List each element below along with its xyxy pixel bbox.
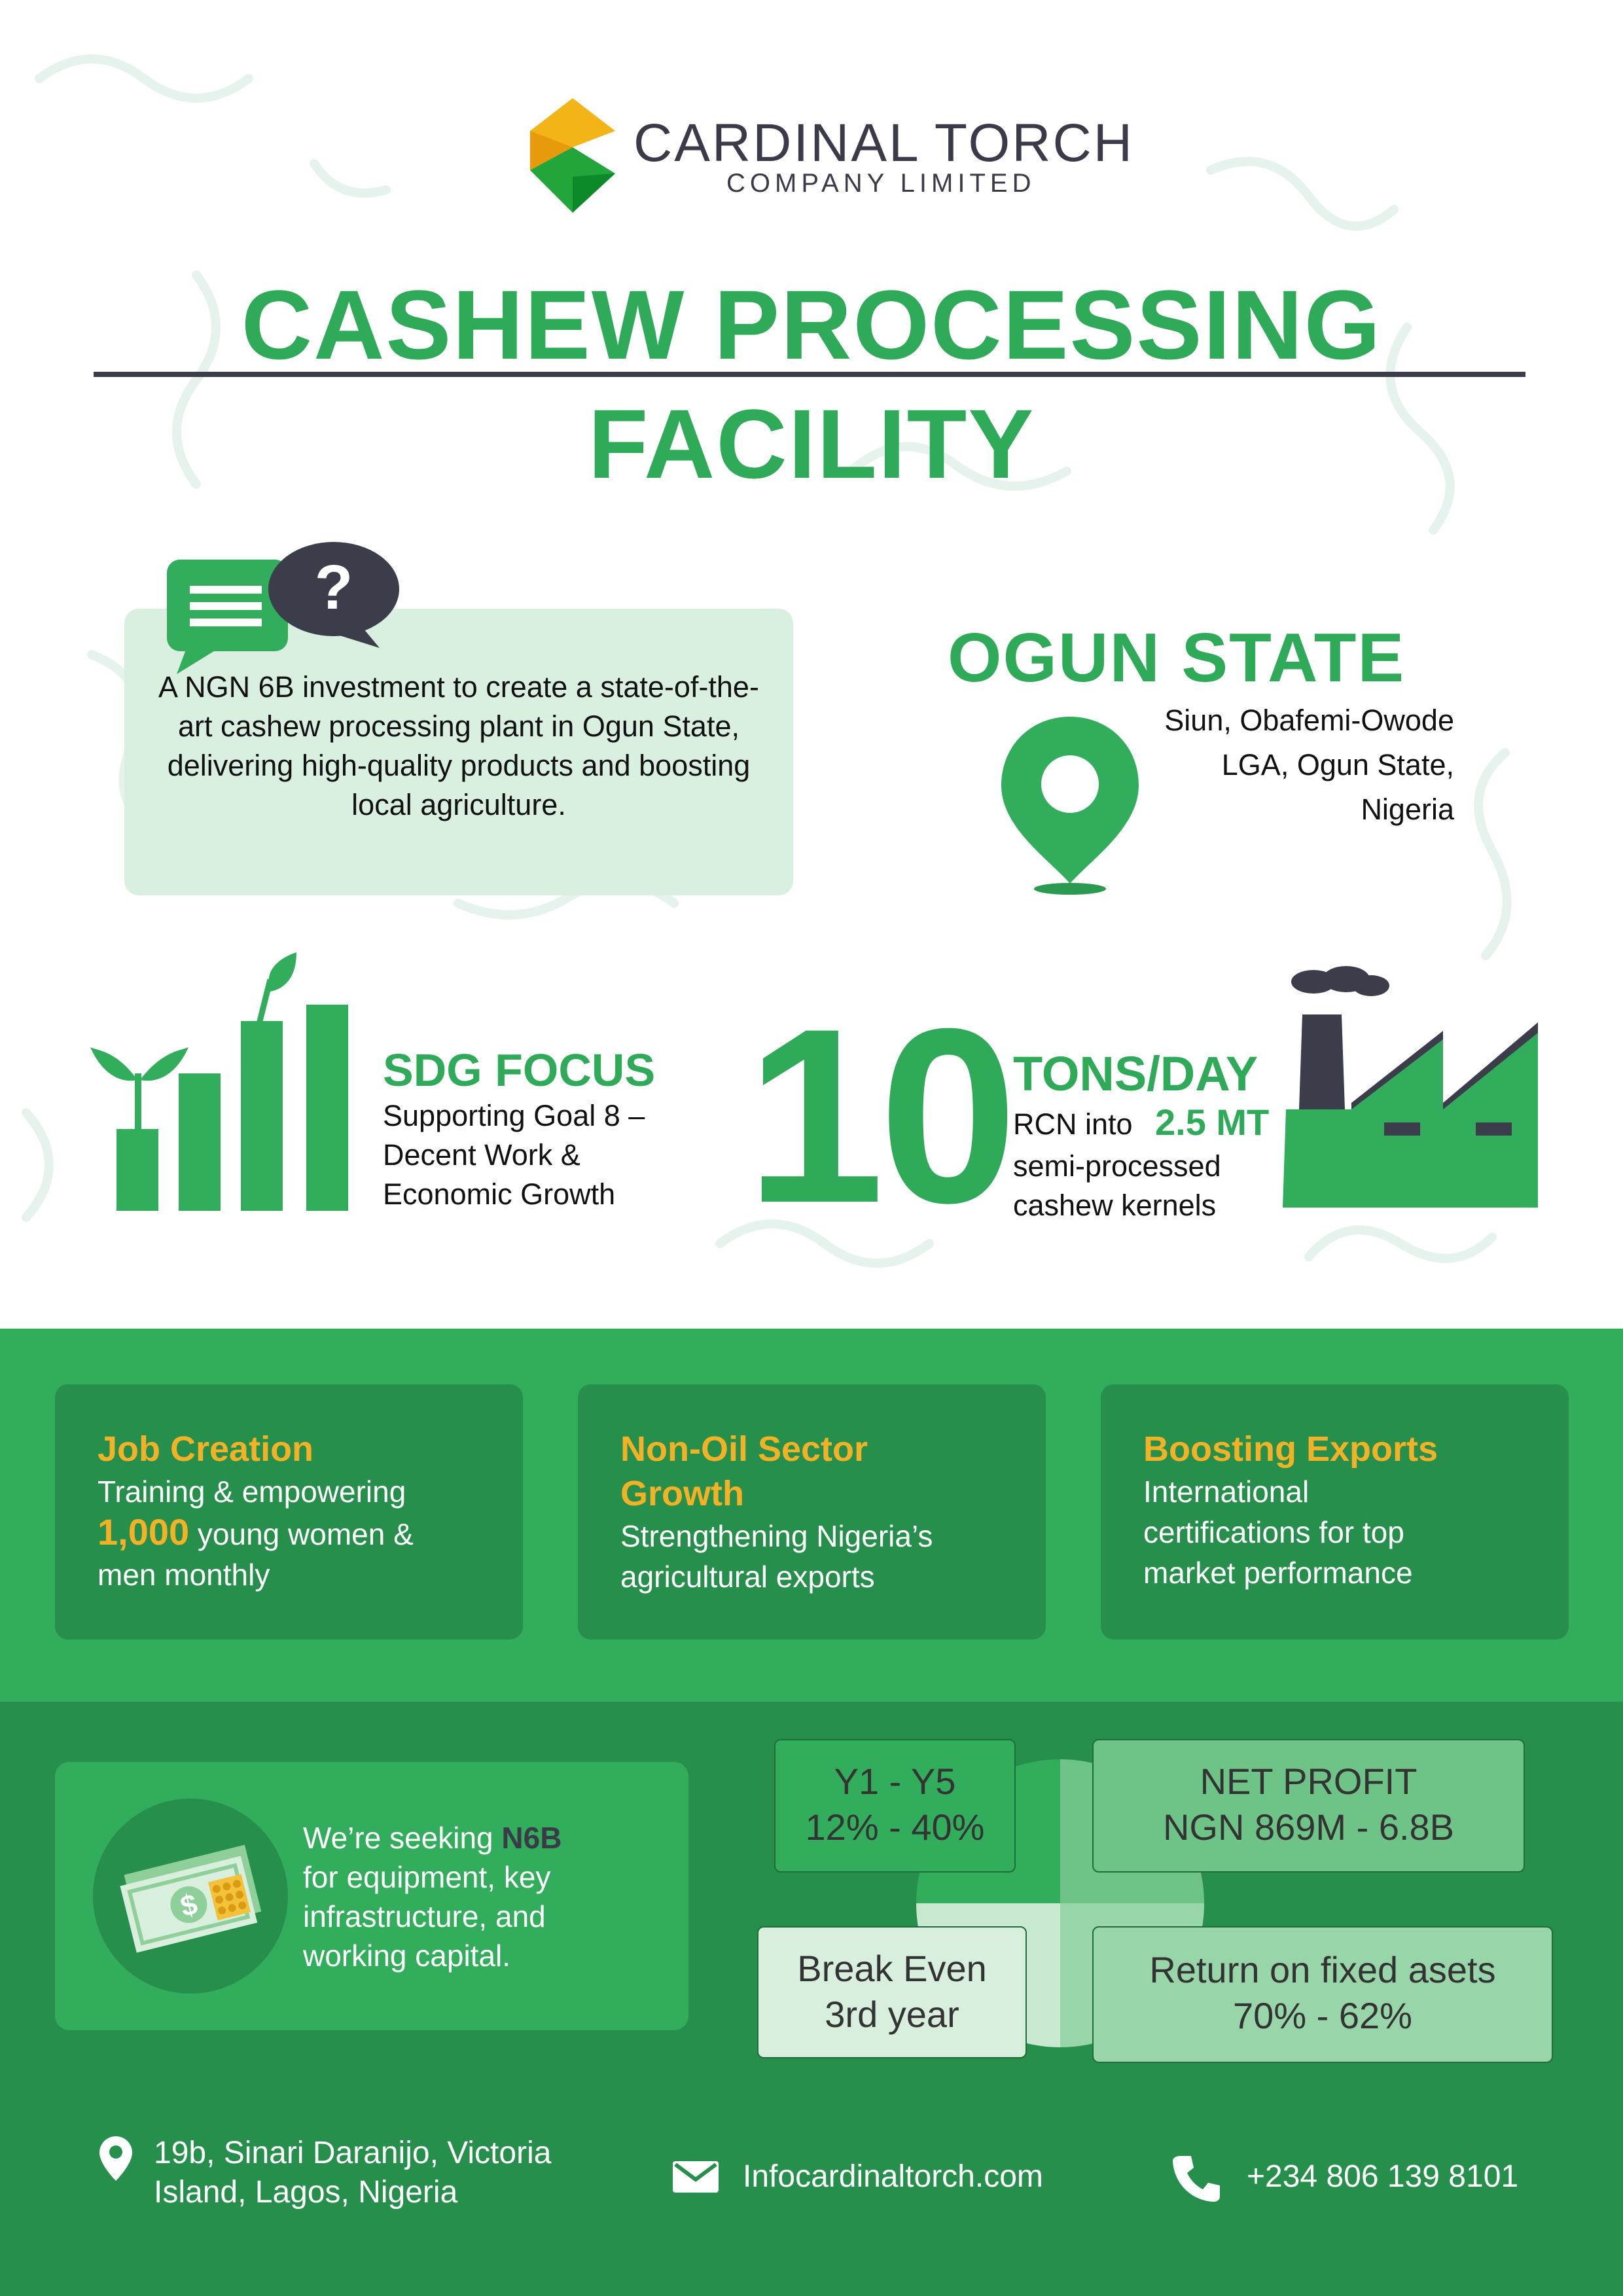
- money-icon: $: [120, 1844, 262, 1953]
- card-title: Boosting Exports: [1143, 1429, 1438, 1469]
- funding-text: We’re seeking N6B for equipment, key inf…: [303, 1821, 562, 1973]
- page-title-line-2: FACILITY: [588, 389, 1035, 499]
- brand-name: CARDINAL TORCH: [633, 113, 1134, 173]
- sdg-description: Supporting Goal 8 – Decent Work & Econom…: [383, 1099, 645, 1211]
- location-title: OGUN STATE: [948, 619, 1406, 696]
- funding-amount: N6B: [501, 1821, 562, 1855]
- plant-growth-chart-icon: [90, 952, 348, 1211]
- page-title-line-1: CASHEW PROCESSING: [241, 270, 1382, 380]
- card-title: Non-Oil Sector: [620, 1429, 868, 1469]
- stat-break-even: Break Even 3rd year: [757, 1926, 1027, 2058]
- stat-roi-range: Y1 - Y5 12% - 40%: [774, 1739, 1016, 1873]
- map-pin-icon: [99, 2136, 132, 2181]
- footer-phone[interactable]: +234 806 139 8101: [1247, 2159, 1519, 2194]
- sdg-title: SDG FOCUS: [383, 1045, 656, 1096]
- card-title: Job Creation: [98, 1429, 314, 1469]
- brand-subtitle: COMPANY LIMITED: [726, 169, 1036, 198]
- factory-icon: [1283, 966, 1538, 1208]
- footer-email[interactable]: Infocardinaltorch.com: [743, 2159, 1043, 2194]
- mail-icon: [673, 2161, 719, 2193]
- svg-text:?: ?: [315, 552, 353, 622]
- chat-question-icon: ?: [167, 542, 399, 674]
- intro-box: [124, 609, 793, 895]
- footer-address: 19b, Sinari Daranijo, Victoria Island, L…: [154, 2136, 552, 2210]
- card-non-oil-growth: Non-Oil Sector Growth Strengthening Nige…: [578, 1384, 1046, 1640]
- capacity-description: semi-processed cashew kernels: [1013, 1149, 1221, 1222]
- job-count-highlight: 1,000: [98, 1511, 190, 1552]
- location-address: Siun, Obafemi-Owode LGA, Ogun State, Nig…: [1164, 704, 1454, 826]
- card-job-creation: Job Creation Training & empowering 1,000…: [55, 1384, 523, 1640]
- intro-text: A NGN 6B investment to create a state-of…: [158, 670, 759, 821]
- brand-logo: [530, 98, 615, 213]
- capacity-number: 10: [746, 977, 1018, 1255]
- stat-net-profit: NET PROFIT NGN 869M - 6.8B: [1092, 1739, 1525, 1873]
- capacity-highlight: 2.5 MT: [1155, 1102, 1270, 1143]
- phone-icon: [1173, 2156, 1220, 2202]
- capacity-line-1: RCN into: [1013, 1107, 1133, 1141]
- location-pin-icon: [1001, 717, 1139, 895]
- stat-return-on-assets: Return on fixed asets 70% - 62%: [1092, 1926, 1553, 2063]
- capacity-unit: TONS/DAY: [1013, 1047, 1258, 1101]
- title-divider: [94, 372, 1525, 377]
- card-boosting-exports: Boosting Exports International certifica…: [1101, 1384, 1569, 1640]
